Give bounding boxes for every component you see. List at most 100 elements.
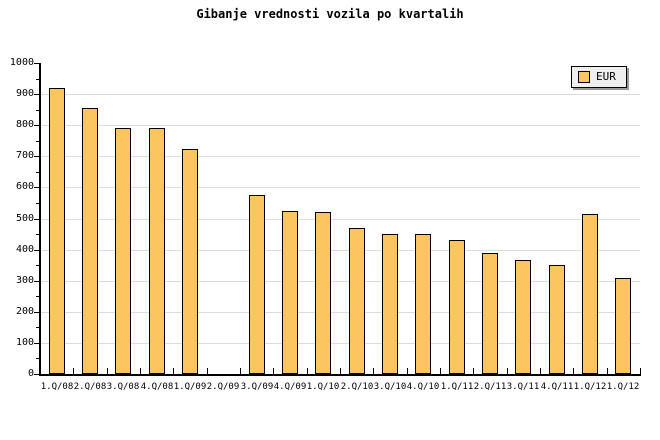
x-axis-tick xyxy=(140,368,141,374)
grid-line xyxy=(41,156,640,157)
y-axis-tick-label: 200 xyxy=(15,306,34,317)
legend-swatch-icon xyxy=(578,71,590,83)
y-axis-line xyxy=(39,63,41,376)
x-axis-label: 1.Q/12 xyxy=(606,382,640,392)
x-axis-label: 3.Q/09 xyxy=(240,382,274,392)
grid-line xyxy=(41,343,640,344)
y-axis-minor-tick xyxy=(36,265,40,266)
x-axis-label: 2.Q/09 xyxy=(206,382,240,392)
y-axis-major-tick xyxy=(34,63,40,64)
x-axis-label: 3.Q/10 xyxy=(373,382,407,392)
bar xyxy=(182,149,198,374)
chart-title: Gibanje vrednosti vozila po kvartalih xyxy=(196,7,464,21)
x-axis-tick xyxy=(607,368,608,374)
x-axis-label: 2.Q/08 xyxy=(73,382,107,392)
x-axis-label: 1.Q/09 xyxy=(173,382,207,392)
x-axis-tick xyxy=(440,368,441,374)
y-axis-tick-label: 300 xyxy=(15,275,34,286)
x-axis-tick xyxy=(107,368,108,374)
bar xyxy=(482,253,498,374)
x-axis-tick xyxy=(73,368,74,374)
y-axis-minor-tick xyxy=(36,327,40,328)
x-axis-tick xyxy=(407,368,408,374)
x-axis-label: 1.Q/12 xyxy=(573,382,607,392)
x-axis-tick xyxy=(173,368,174,374)
y-axis-tick-label: 1000 xyxy=(9,57,34,68)
x-axis-tick xyxy=(507,368,508,374)
bar xyxy=(415,234,431,374)
y-axis-tick-label: 0 xyxy=(27,368,34,379)
x-axis-label: 3.Q/11 xyxy=(506,382,540,392)
y-axis-major-tick xyxy=(34,312,40,313)
y-axis-minor-tick xyxy=(36,358,40,359)
bar xyxy=(49,88,65,374)
x-axis-label: 4.Q/09 xyxy=(273,382,307,392)
grid-line xyxy=(41,94,640,95)
y-axis-minor-tick xyxy=(36,79,40,80)
grid-line xyxy=(41,250,640,251)
y-axis-tick-label: 700 xyxy=(15,150,34,161)
x-axis-tick xyxy=(373,368,374,374)
x-axis-tick xyxy=(540,368,541,374)
y-axis-major-tick xyxy=(34,281,40,282)
legend: EUR xyxy=(571,66,627,88)
y-axis-tick-label: 100 xyxy=(15,337,34,348)
bar xyxy=(315,212,331,374)
bar xyxy=(515,260,531,374)
bar xyxy=(549,265,565,374)
y-axis-minor-tick xyxy=(36,234,40,235)
y-axis-major-tick xyxy=(34,374,40,375)
x-axis-label: 2.Q/11 xyxy=(473,382,507,392)
x-axis-tick xyxy=(640,368,641,374)
bar xyxy=(349,228,365,374)
grid-line xyxy=(41,125,640,126)
legend-label: EUR xyxy=(596,70,616,83)
x-axis-label: 3.Q/08 xyxy=(106,382,140,392)
bar xyxy=(615,278,631,374)
bar xyxy=(149,128,165,374)
y-axis-minor-tick xyxy=(36,141,40,142)
y-axis-major-tick xyxy=(34,250,40,251)
y-axis-tick-label: 900 xyxy=(15,88,34,99)
x-axis-tick xyxy=(307,368,308,374)
x-axis-tick xyxy=(240,368,241,374)
x-axis-label: 4.Q/08 xyxy=(140,382,174,392)
y-axis-major-tick xyxy=(34,219,40,220)
y-axis-tick-label: 500 xyxy=(15,213,34,224)
x-axis-tick xyxy=(573,368,574,374)
bar xyxy=(382,234,398,374)
x-axis-tick xyxy=(473,368,474,374)
y-axis-major-tick xyxy=(34,343,40,344)
y-axis-tick-label: 800 xyxy=(15,119,34,130)
grid-line xyxy=(41,219,640,220)
bar xyxy=(82,108,98,374)
y-axis-minor-tick xyxy=(36,296,40,297)
x-axis-label: 4.Q/11 xyxy=(540,382,574,392)
y-axis-major-tick xyxy=(34,156,40,157)
y-axis-minor-tick xyxy=(36,110,40,111)
x-axis-tick xyxy=(340,368,341,374)
bar xyxy=(249,195,265,374)
x-axis-label: 1.Q/08 xyxy=(40,382,74,392)
y-axis-minor-tick xyxy=(36,172,40,173)
grid-line xyxy=(41,187,640,188)
x-axis-label: 1.Q/11 xyxy=(440,382,474,392)
x-axis-label: 1.Q/10 xyxy=(306,382,340,392)
grid-line xyxy=(41,281,640,282)
bar xyxy=(449,240,465,374)
bar xyxy=(115,128,131,374)
x-axis-tick xyxy=(273,368,274,374)
x-axis-label: 2.Q/10 xyxy=(340,382,374,392)
x-axis-line xyxy=(39,374,641,376)
y-axis-minor-tick xyxy=(36,203,40,204)
y-axis-major-tick xyxy=(34,187,40,188)
y-axis-tick-label: 600 xyxy=(15,181,34,192)
x-axis-label: 4.Q/10 xyxy=(406,382,440,392)
y-axis-major-tick xyxy=(34,125,40,126)
y-axis-major-tick xyxy=(34,94,40,95)
grid-line xyxy=(41,312,640,313)
x-axis-tick xyxy=(207,368,208,374)
bar xyxy=(582,214,598,374)
